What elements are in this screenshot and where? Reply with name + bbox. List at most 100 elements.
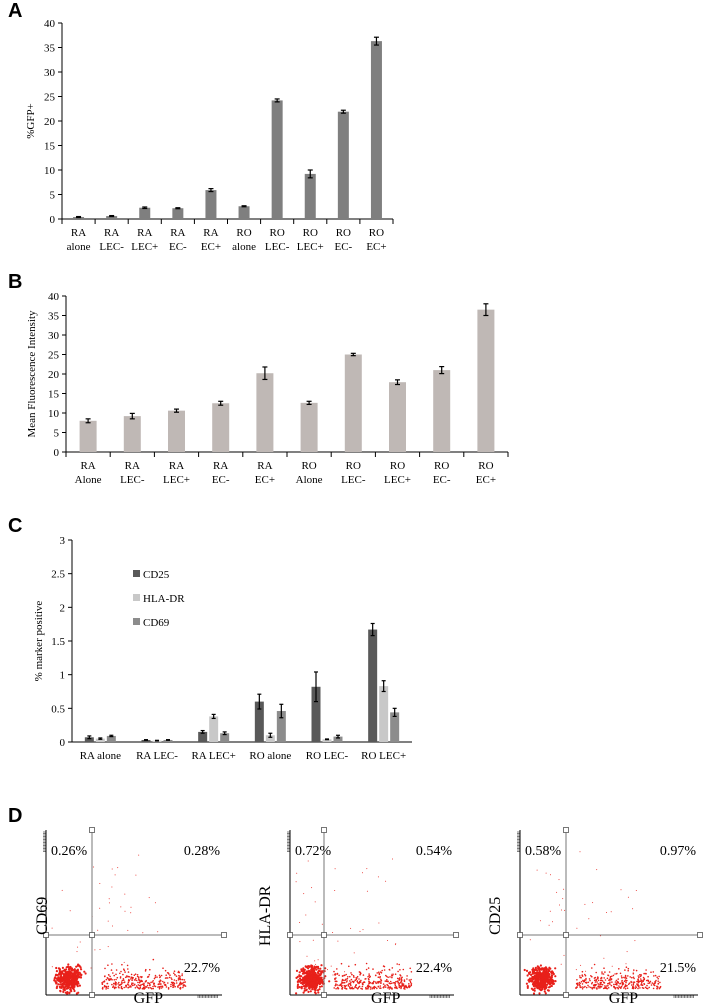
- fc-event-dot: [152, 987, 154, 990]
- fc-event-dot: [358, 971, 361, 973]
- fc-event-dot: [131, 979, 133, 982]
- fc-event-dot: [644, 986, 647, 989]
- fc-event-dot: [51, 927, 53, 929]
- fc-event-dot: [396, 963, 399, 965]
- fc-gate-handle: [453, 932, 459, 938]
- fc-event-dot: [73, 989, 76, 993]
- fc-event-dot: [59, 983, 62, 986]
- category-label-b: RO: [478, 460, 493, 472]
- fc-event-dot: [115, 969, 118, 971]
- fc-event-dot: [130, 973, 133, 976]
- fc-event-dot: [66, 992, 69, 995]
- category-label-b: RO: [390, 460, 405, 472]
- quadrant-lr-percent: 22.7%: [184, 961, 221, 976]
- fc-event-dot: [621, 984, 624, 986]
- fc-event-dot: [173, 970, 176, 972]
- fc-event-dot: [550, 984, 553, 988]
- fc-event-dot: [57, 976, 60, 979]
- fc-event-dot: [334, 890, 336, 891]
- fc-event-dot: [594, 985, 596, 987]
- fc-event-dot: [593, 987, 596, 989]
- fc-event-dot: [303, 976, 306, 979]
- fc-event-dot: [310, 969, 313, 972]
- fc-event-dot: [585, 970, 587, 972]
- fc-gate-handle: [563, 992, 569, 998]
- fc-event-dot: [170, 977, 172, 979]
- legend-label-cd25: CD25: [143, 569, 170, 581]
- fc-event-dot: [165, 974, 167, 976]
- fc-event-dot: [334, 974, 336, 976]
- fc-event-dot: [366, 890, 368, 892]
- category-label-b: EC-: [212, 474, 230, 486]
- fc-event-dot: [536, 972, 539, 975]
- fc-event-dot: [395, 943, 397, 945]
- fc-event-dot: [104, 967, 106, 970]
- fc-event-dot: [99, 949, 101, 950]
- fc-event-dot: [587, 984, 589, 987]
- fc-event-dot: [141, 983, 144, 986]
- fc-event-dot: [170, 985, 172, 988]
- fc-event-dot: [136, 975, 139, 978]
- fc-event-dot: [603, 957, 605, 959]
- fc-event-dot: [131, 976, 134, 979]
- y-tick-label-b: 40: [48, 291, 60, 303]
- fc-event-dot: [614, 981, 617, 983]
- fc-event-dot: [184, 981, 187, 983]
- fc-event-dot: [300, 981, 303, 985]
- fc-event-dot: [398, 983, 400, 986]
- fc-event-dot: [183, 979, 186, 981]
- fc-event-dot: [584, 985, 586, 988]
- bar-a: [106, 216, 118, 219]
- fc-event-dot: [175, 979, 178, 982]
- y-tick-label-c: 0: [60, 737, 66, 749]
- fc-event-dot: [581, 983, 584, 985]
- fc-event-dot: [649, 980, 652, 983]
- fc-gate-handle: [563, 932, 569, 938]
- fc-event-dot: [335, 987, 337, 990]
- fc-event-dot: [109, 978, 112, 981]
- fc-event-dot: [299, 922, 301, 923]
- fc-event-dot: [351, 980, 354, 983]
- fc-event-dot: [181, 974, 183, 977]
- fc-event-dot: [603, 977, 605, 979]
- fc-event-dot: [348, 986, 351, 988]
- fc-event-dot: [621, 976, 623, 979]
- fc-event-dot: [619, 986, 621, 989]
- fc-event-dot: [137, 981, 139, 984]
- fc-event-dot: [531, 972, 535, 975]
- fc-event-dot: [655, 979, 657, 982]
- category-label-a: EC+: [201, 241, 221, 253]
- category-label-a: RA: [203, 227, 218, 239]
- fc-event-dot: [646, 987, 649, 990]
- fc-event-dot: [367, 975, 369, 978]
- fc-event-dot: [642, 979, 645, 981]
- bar-c-cd25: [368, 629, 378, 742]
- fc-event-dot: [117, 983, 119, 985]
- fc-event-dot: [621, 979, 623, 982]
- category-label-a: alone: [232, 241, 256, 253]
- fc-event-dot: [619, 972, 622, 975]
- fc-event-dot: [69, 982, 72, 985]
- fc-event-dot: [370, 986, 372, 988]
- fc-event-dot: [164, 969, 167, 972]
- fc-event-dot: [358, 978, 360, 980]
- fc-event-dot: [632, 987, 635, 990]
- fc-event-dot: [609, 977, 611, 979]
- fc-event-dot: [544, 992, 547, 995]
- fc-event-dot: [551, 978, 554, 981]
- fc-event-dot: [390, 982, 393, 985]
- fc-event-dot: [627, 896, 629, 898]
- fc-event-dot: [348, 965, 350, 968]
- fc-gate-handle: [321, 827, 327, 833]
- fc-event-dot: [347, 976, 349, 978]
- fc-event-dot: [127, 981, 130, 984]
- fc-event-dot: [300, 985, 303, 989]
- fc-event-dot: [625, 963, 627, 965]
- fc-event-dot: [130, 912, 132, 914]
- fc-event-dot: [397, 970, 399, 973]
- bar-c-cd25: [84, 737, 94, 742]
- fc-event-dot: [604, 985, 606, 987]
- fc-event-dot: [652, 971, 655, 973]
- fc-event-dot: [108, 974, 110, 976]
- fc-event-dot: [361, 982, 364, 985]
